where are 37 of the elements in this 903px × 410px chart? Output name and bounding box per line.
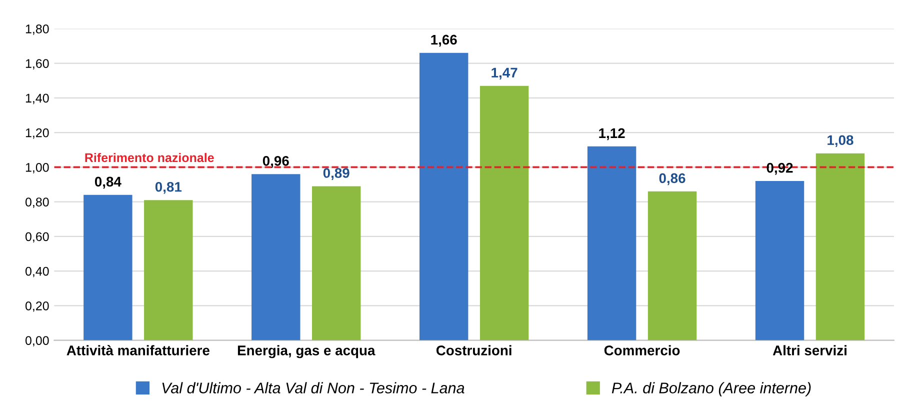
data-label: 0,89 <box>323 168 350 180</box>
data-label: 0,96 <box>262 156 289 168</box>
x-tick-label: Energia, gas e acqua <box>238 345 376 358</box>
data-label: 0,81 <box>155 182 182 194</box>
bar <box>84 194 132 340</box>
bar <box>144 200 193 340</box>
bar <box>252 174 300 340</box>
y-tick-label: 0,20 <box>25 301 49 312</box>
data-label: 1,66 <box>431 34 457 47</box>
data-label: 0,86 <box>659 173 686 186</box>
y-tick-label: 0,00 <box>25 336 49 346</box>
data-label: 0,84 <box>94 176 122 189</box>
legend-label: P.A. di Bolzano (Aree interne) <box>612 382 811 396</box>
bar <box>419 52 468 340</box>
y-tick-label: 0,60 <box>25 232 49 243</box>
legend-label: Val d'Ultimo - Alta Val di Non - Tesimo - Lana <box>162 382 464 394</box>
y-tick-label: 0,40 <box>25 266 49 278</box>
x-tick-label: Altri servizi <box>772 345 846 356</box>
bar <box>755 181 804 340</box>
x-tick-label: Attività manifatturiere <box>66 345 210 356</box>
ref-line-label: Riferimento nazionale <box>85 152 214 162</box>
y-tick-label: 1,40 <box>26 94 49 104</box>
x-tick-label: Commercio <box>604 345 680 356</box>
bar <box>648 191 697 340</box>
bar <box>312 186 361 340</box>
bar <box>587 146 636 340</box>
bar <box>480 86 529 340</box>
x-tick-label: Costruzioni <box>436 345 512 356</box>
y-tick-label: 1,00 <box>26 162 49 174</box>
bar <box>816 153 865 340</box>
data-label: 1,12 <box>599 128 625 140</box>
y-tick-label: 1,60 <box>26 59 49 70</box>
data-label: 1,47 <box>492 68 518 80</box>
y-tick-label: 1,20 <box>26 128 49 139</box>
data-label: 1,08 <box>828 135 854 148</box>
y-tick-label: 0,80 <box>25 198 49 208</box>
y-tick-label: 1,80 <box>26 24 49 35</box>
